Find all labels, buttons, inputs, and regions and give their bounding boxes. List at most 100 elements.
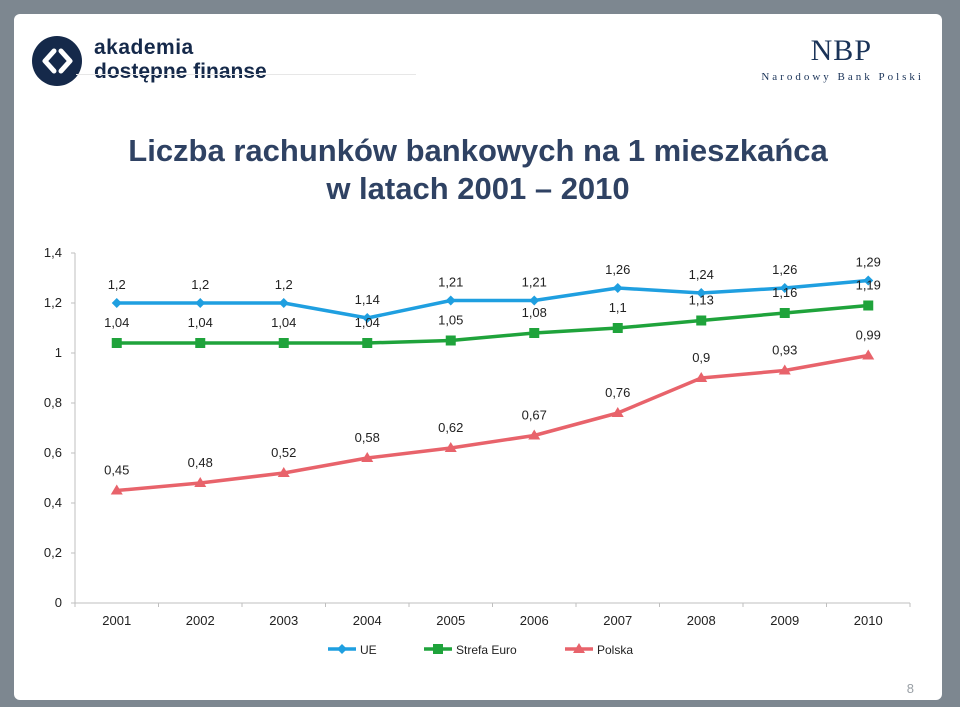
data-label-polska: 0,67 bbox=[522, 408, 547, 423]
data-label-strefa-euro: 1,04 bbox=[188, 315, 213, 330]
point-ue bbox=[612, 283, 623, 293]
point-ue bbox=[362, 313, 373, 323]
legend-marker-strefa-euro bbox=[433, 644, 443, 654]
logo-line2: dostępne finanse bbox=[94, 60, 267, 83]
point-ue bbox=[111, 298, 122, 308]
logo-line1: akademia bbox=[94, 36, 194, 59]
point-polska bbox=[778, 364, 791, 375]
y-tick-label: 0,6 bbox=[44, 445, 62, 460]
slide-title-line1: Liczba rachunków bankowych na 1 mieszkań… bbox=[128, 133, 828, 168]
y-tick-label: 0,8 bbox=[44, 395, 62, 410]
legend-marker-ue bbox=[337, 644, 347, 654]
point-ue bbox=[278, 298, 289, 308]
data-label-polska: 0,93 bbox=[772, 343, 797, 358]
data-label-ue: 1,24 bbox=[689, 267, 714, 282]
data-label-ue: 1,2 bbox=[191, 277, 209, 292]
point-polska bbox=[695, 372, 708, 382]
point-ue bbox=[779, 283, 790, 293]
y-tick-label: 0,2 bbox=[44, 545, 62, 560]
x-tick-label: 2010 bbox=[854, 613, 883, 628]
point-polska bbox=[528, 429, 541, 440]
data-label-strefa-euro: 1,13 bbox=[689, 293, 714, 308]
data-label-strefa-euro: 1,19 bbox=[856, 278, 881, 293]
point-polska bbox=[611, 407, 624, 417]
y-tick-label: 1,2 bbox=[44, 295, 62, 310]
x-tick-label: 2001 bbox=[102, 613, 131, 628]
point-polska bbox=[862, 349, 875, 360]
akademia-logo: akademia dostępne finanse bbox=[32, 36, 432, 96]
data-label-strefa-euro: 1,16 bbox=[772, 285, 797, 300]
data-label-ue: 1,29 bbox=[856, 255, 881, 270]
point-strefa-euro bbox=[612, 323, 623, 333]
slide-title-line2: w latach 2001 – 2010 bbox=[326, 171, 630, 206]
point-strefa-euro bbox=[362, 338, 373, 348]
slide-title: Liczba rachunków bankowych na 1 mieszkań… bbox=[14, 132, 942, 208]
point-strefa-euro bbox=[529, 328, 540, 338]
nbp-logo-name: Narodowy Bank Polski bbox=[761, 71, 924, 83]
point-ue bbox=[863, 275, 874, 286]
legend-label-ue: UE bbox=[360, 643, 377, 657]
series-line-strefa-euro bbox=[116, 303, 869, 345]
point-ue bbox=[195, 298, 206, 308]
data-label-strefa-euro: 1,1 bbox=[609, 300, 627, 315]
x-tick-label: 2005 bbox=[436, 613, 465, 628]
data-label-strefa-euro: 1,08 bbox=[522, 305, 547, 320]
legend-label-polska: Polska bbox=[597, 643, 633, 657]
x-tick-label: 2003 bbox=[269, 613, 298, 628]
x-tick-label: 2007 bbox=[603, 613, 632, 628]
data-label-ue: 1,14 bbox=[355, 292, 380, 307]
point-ue bbox=[696, 288, 707, 298]
page-number: 8 bbox=[906, 681, 914, 696]
data-label-polska: 0,58 bbox=[355, 430, 380, 445]
legend-label-strefa-euro: Strefa Euro bbox=[456, 643, 517, 657]
data-label-ue: 1,21 bbox=[438, 275, 463, 290]
y-tick-label: 1,4 bbox=[44, 245, 62, 260]
series-line-ue bbox=[116, 278, 869, 320]
data-label-strefa-euro: 1,05 bbox=[438, 313, 463, 328]
data-label-strefa-euro: 1,04 bbox=[271, 315, 296, 330]
point-polska bbox=[444, 442, 457, 452]
point-strefa-euro bbox=[445, 335, 456, 346]
data-label-ue: 1,2 bbox=[108, 277, 126, 292]
point-polska bbox=[194, 477, 207, 487]
point-polska bbox=[110, 484, 123, 495]
data-label-polska: 0,9 bbox=[692, 350, 710, 365]
point-strefa-euro bbox=[696, 315, 707, 326]
data-label-polska: 0,52 bbox=[271, 445, 296, 460]
nbp-logo-abbr: NBP bbox=[810, 34, 872, 67]
point-ue bbox=[445, 295, 456, 306]
data-label-ue: 1,26 bbox=[605, 262, 630, 277]
data-label-polska: 0,62 bbox=[438, 420, 463, 435]
data-label-ue: 1,2 bbox=[275, 277, 293, 292]
data-label-polska: 0,48 bbox=[188, 455, 213, 470]
point-strefa-euro bbox=[779, 308, 790, 318]
y-tick-label: 1 bbox=[55, 345, 62, 360]
point-strefa-euro bbox=[111, 338, 122, 348]
point-polska bbox=[277, 467, 290, 477]
data-label-ue: 1,21 bbox=[522, 275, 547, 290]
point-strefa-euro bbox=[195, 338, 206, 348]
x-tick-label: 2004 bbox=[353, 613, 382, 628]
point-strefa-euro bbox=[863, 300, 874, 311]
x-tick-label: 2006 bbox=[520, 613, 549, 628]
point-polska bbox=[361, 452, 374, 462]
x-tick-label: 2008 bbox=[687, 613, 716, 628]
data-label-ue: 1,26 bbox=[772, 262, 797, 277]
series-line-polska bbox=[116, 353, 869, 493]
x-tick-label: 2009 bbox=[770, 613, 799, 628]
x-tick-label: 2002 bbox=[186, 613, 215, 628]
data-label-polska: 0,76 bbox=[605, 385, 630, 400]
legend-marker-polska bbox=[573, 643, 585, 653]
point-strefa-euro bbox=[278, 338, 289, 348]
slide: akademia dostępne finanse NBP Narodowy B… bbox=[14, 14, 942, 700]
point-ue bbox=[529, 295, 540, 306]
y-tick-label: 0,4 bbox=[44, 495, 62, 510]
y-tick-label: 0 bbox=[55, 595, 62, 610]
data-label-strefa-euro: 1,04 bbox=[355, 315, 380, 330]
data-label-strefa-euro: 1,04 bbox=[104, 315, 129, 330]
data-label-polska: 0,45 bbox=[104, 463, 129, 478]
logo-divider bbox=[76, 74, 416, 75]
data-label-polska: 0,99 bbox=[856, 328, 881, 343]
logo-chevrons-icon bbox=[32, 36, 82, 86]
